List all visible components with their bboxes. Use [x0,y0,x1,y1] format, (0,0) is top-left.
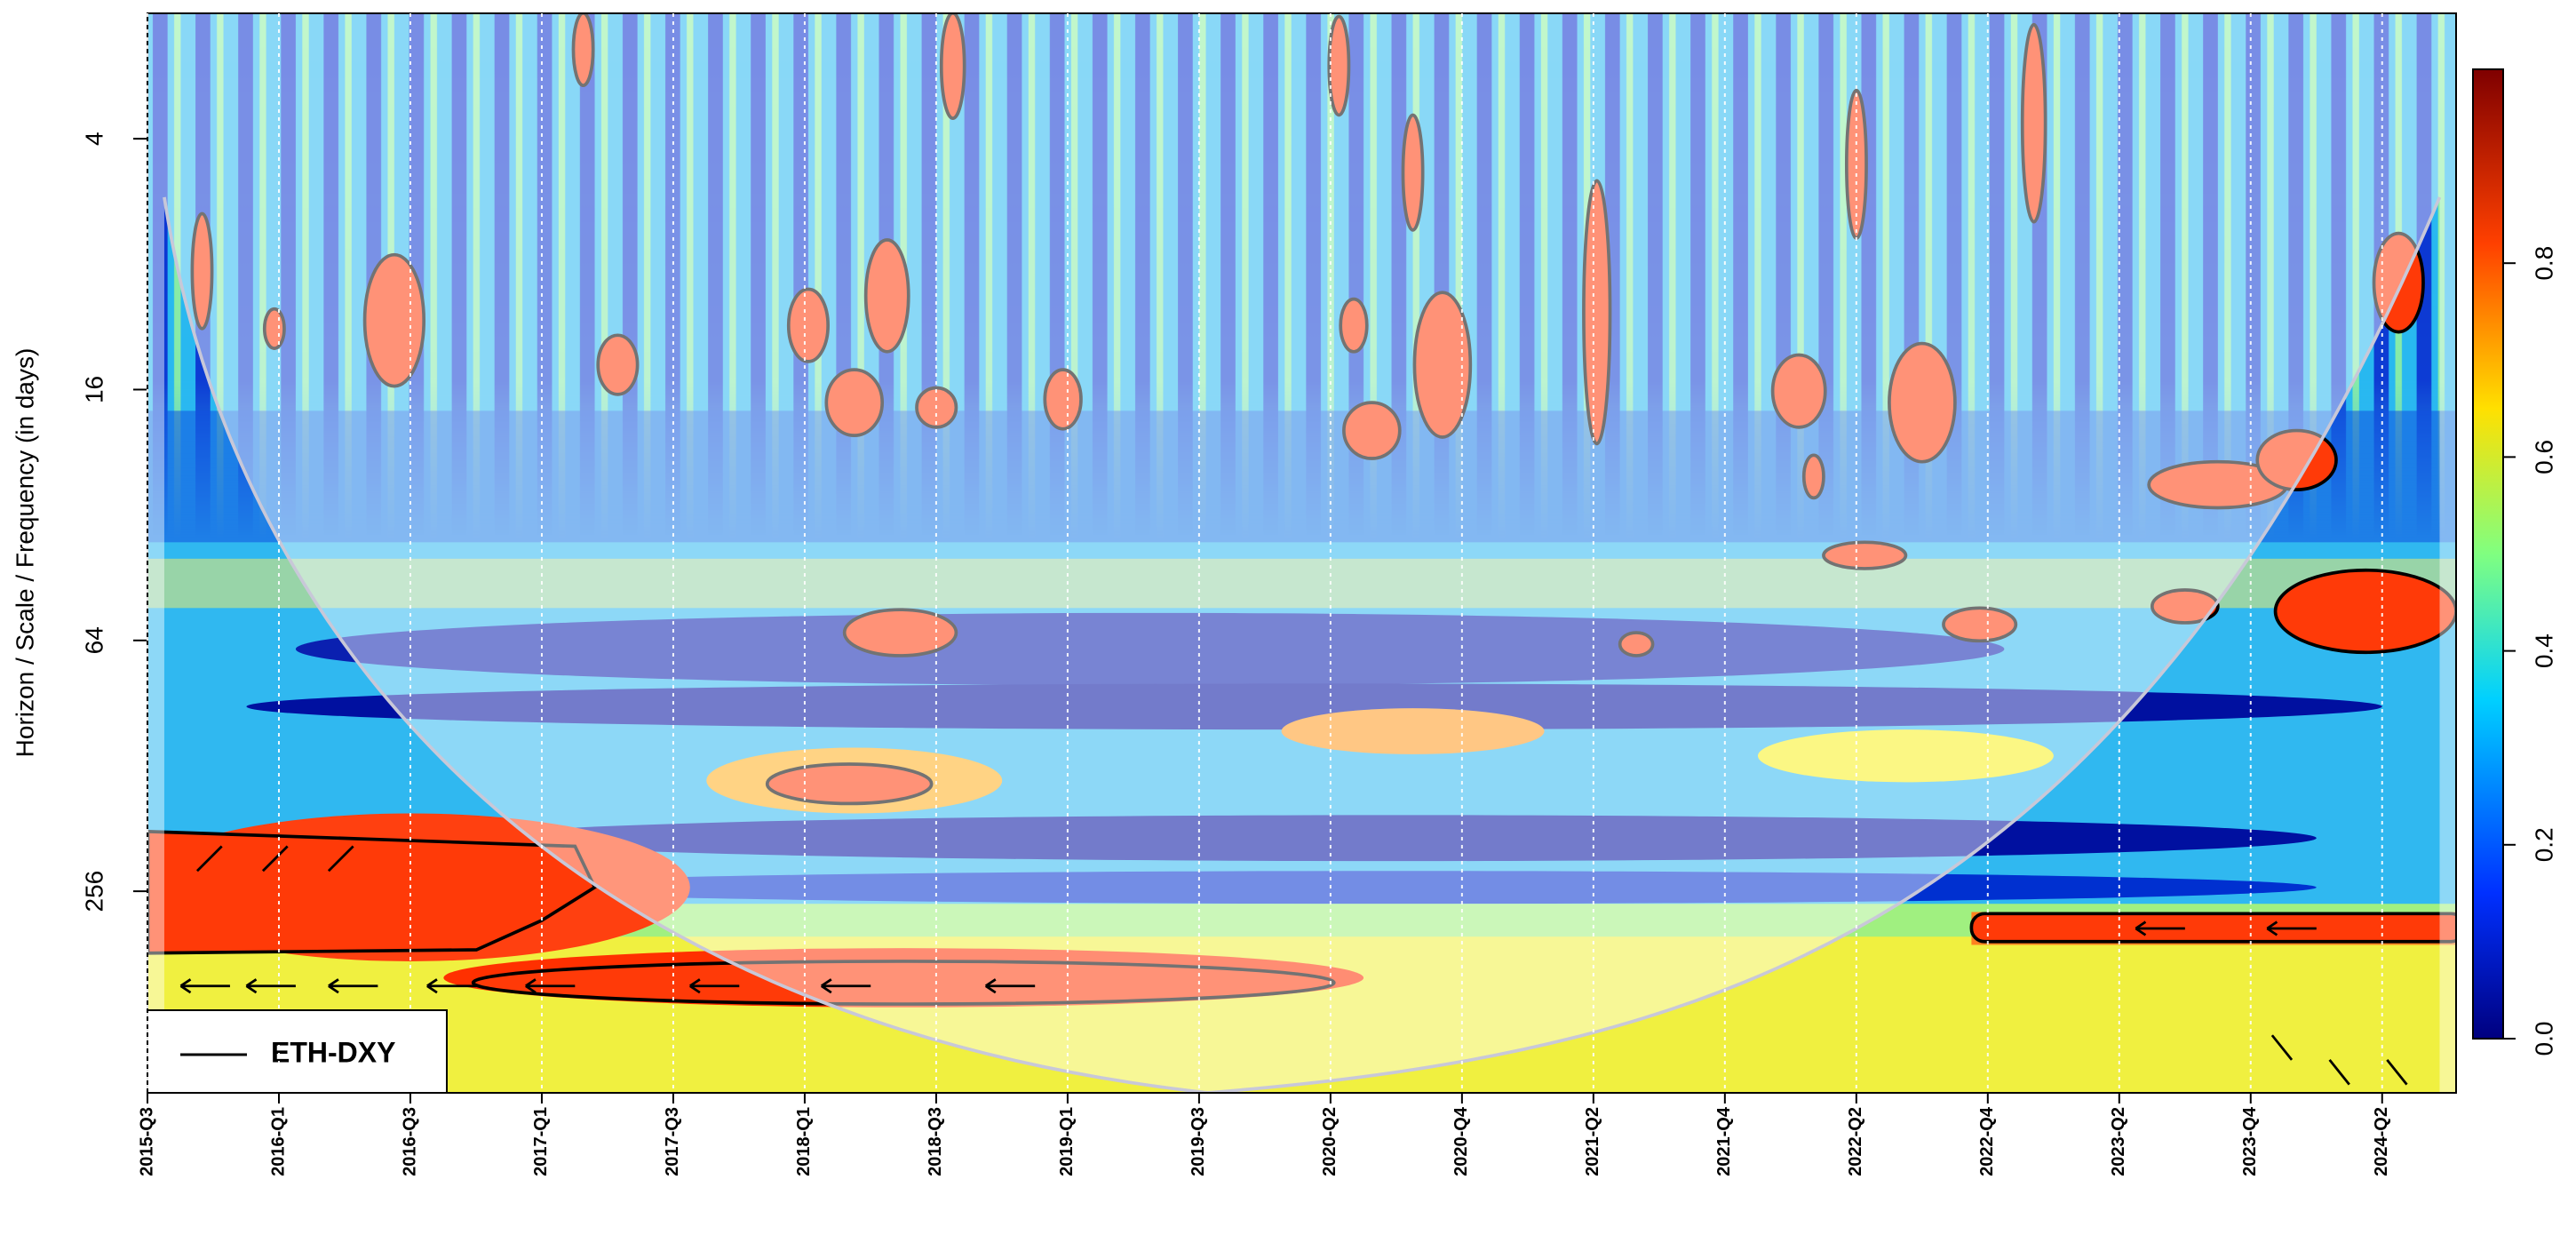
colorbar-tick-label: 0.6 [2530,440,2557,474]
colorbar-tick-label: 0.0 [2530,1022,2557,1056]
x-tick-label: 2022-Q4 [1977,1106,1997,1176]
y-tick-label: 256 [80,871,107,912]
x-tick-label: 2022-Q2 [1846,1107,1865,1176]
y-tick-label: 64 [80,626,107,654]
legend: ETH-DXY [147,1009,448,1094]
y-tick-label: 16 [80,376,107,403]
x-tick-label: 2023-Q4 [2240,1106,2260,1176]
x-tick-label: 2018-Q1 [794,1107,814,1176]
x-tick-label: 2016-Q1 [268,1107,288,1176]
x-tick-label: 2020-Q4 [1451,1106,1471,1176]
x-tick-label: 2017-Q3 [663,1107,682,1176]
x-tick-label: 2023-Q2 [2109,1107,2128,1176]
x-tick-label: 2021-Q2 [1583,1107,1602,1176]
x-tick-label: 2024-Q2 [2372,1107,2391,1176]
x-tick-label: 2021-Q4 [1714,1106,1734,1176]
x-tick-label: 2019-Q1 [1057,1107,1077,1176]
colorbar-tick-label: 0.4 [2530,633,2557,668]
x-tick-label: 2015-Q3 [137,1107,156,1176]
legend-label: ETH-DXY [271,1036,395,1068]
colorbar-tick-label: 0.2 [2530,827,2557,862]
y-axis-label: Horizon / Scale / Frequency (in days) [11,348,38,758]
colorbar-tick-label: 0.8 [2530,246,2557,281]
y-tick-label: 4 [80,131,107,146]
x-tick-label: 2016-Q3 [400,1107,419,1176]
x-tick-label: 2018-Q3 [926,1107,945,1176]
legend-box [147,1009,448,1094]
colorbar [2472,68,2504,1040]
x-tick-label: 2019-Q3 [1189,1107,1208,1176]
x-tick-label: 2020-Q2 [1320,1107,1340,1176]
heatmap [147,12,2457,1093]
x-tick-label: 2017-Q1 [531,1107,551,1176]
plot-frame [147,12,2457,1094]
